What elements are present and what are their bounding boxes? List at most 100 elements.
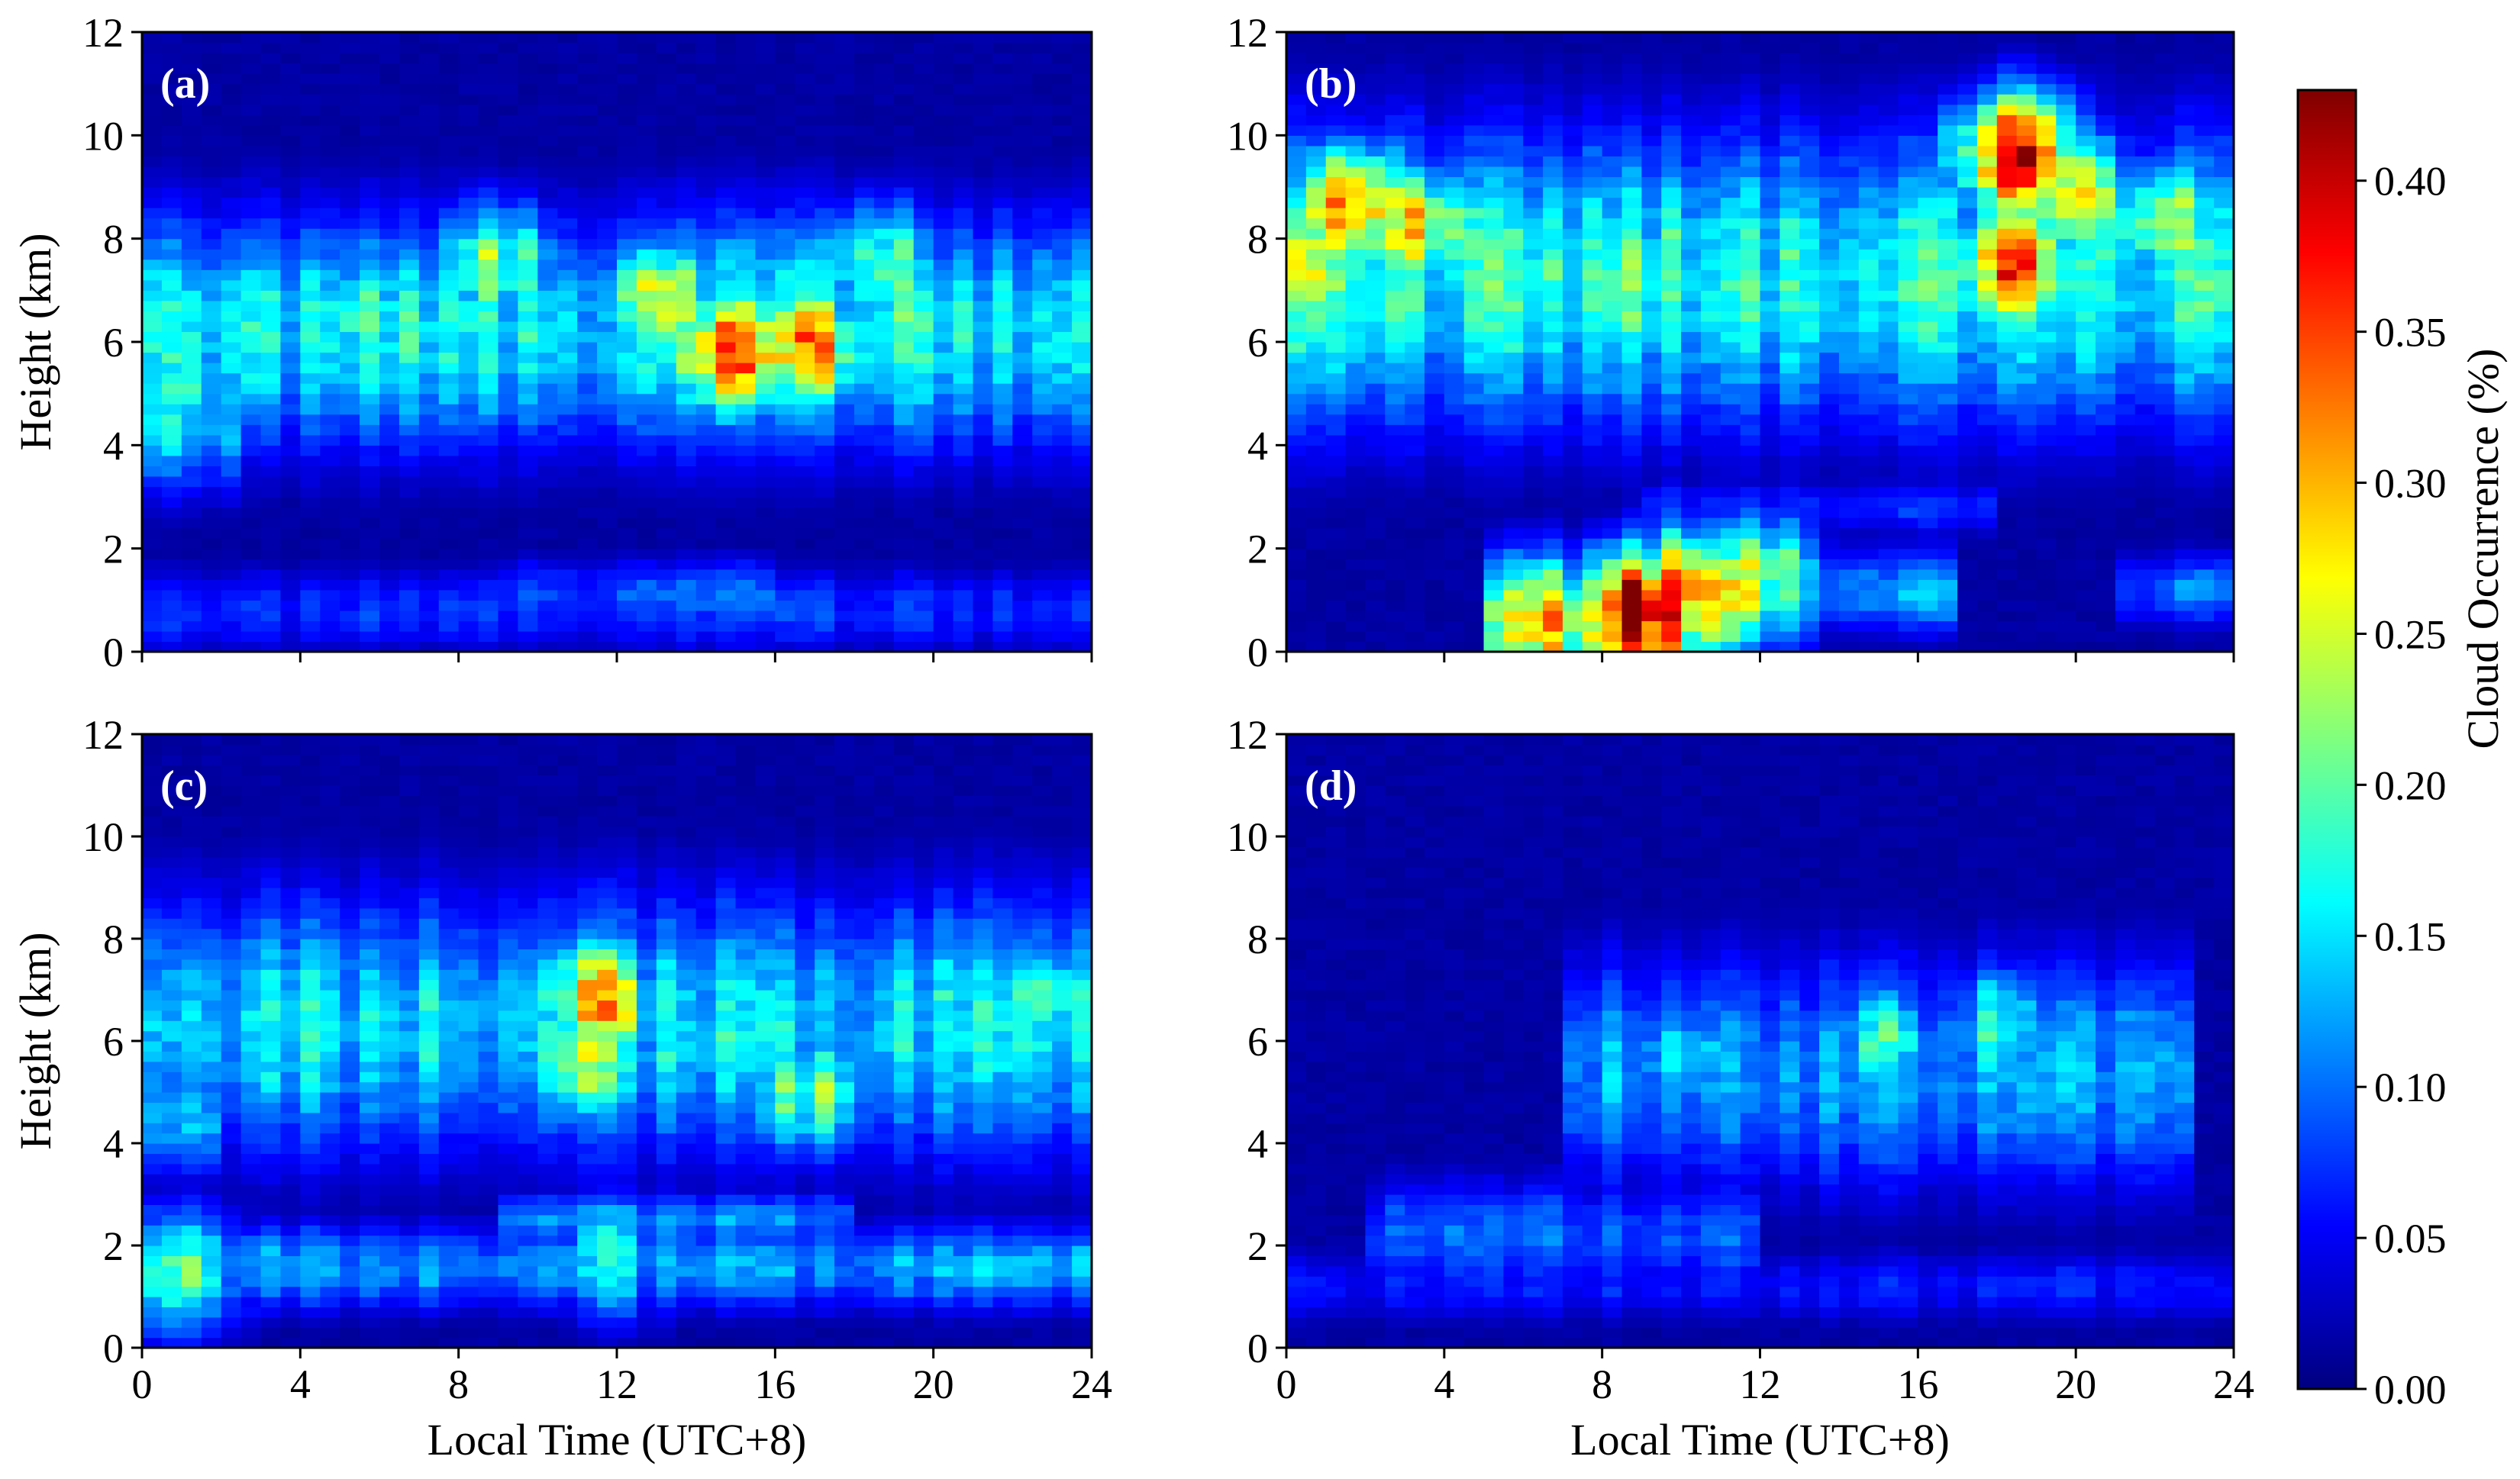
heatmap-cell: [854, 269, 875, 281]
heatmap-cell: [815, 104, 835, 115]
heatmap-cell: [181, 269, 202, 281]
heatmap-cell: [1957, 589, 1978, 601]
heatmap-cell: [1286, 94, 1307, 105]
heatmap-cell: [913, 497, 934, 508]
heatmap-cell: [221, 279, 242, 291]
heatmap-cell: [695, 176, 717, 188]
heatmap-cell: [340, 104, 360, 115]
heatmap-cell: [1543, 342, 1563, 353]
heatmap-cell: [636, 104, 657, 115]
heatmap-cell: [201, 620, 222, 632]
heatmap-cell: [1760, 228, 1780, 240]
heatmap-cell: [142, 228, 163, 240]
heatmap-cell: [1621, 414, 1642, 425]
heatmap-cell: [577, 569, 598, 580]
heatmap-cell: [617, 279, 637, 291]
heatmap-cell: [1562, 94, 1583, 105]
heatmap-cell: [597, 393, 618, 404]
heatmap-cell: [1582, 228, 1603, 240]
heatmap-cell: [973, 228, 994, 240]
heatmap-cell: [1681, 352, 1702, 363]
heatmap-cell: [815, 279, 835, 291]
heatmap-cell: [1405, 269, 1425, 281]
heatmap-cell: [913, 300, 934, 311]
heatmap-cell: [1052, 166, 1073, 178]
heatmap-cell: [1385, 63, 1405, 74]
heatmap-cell: [1305, 269, 1327, 281]
heatmap-cell: [498, 424, 519, 436]
heatmap-cell: [1700, 434, 1721, 446]
heatmap-cell: [854, 507, 875, 518]
heatmap-cell: [240, 176, 262, 188]
heatmap-cell: [1523, 94, 1544, 105]
heatmap-cell: [142, 311, 163, 322]
heatmap-cell: [240, 228, 262, 240]
heatmap-cell: [1365, 321, 1386, 333]
heatmap-cell: [1700, 300, 1721, 311]
heatmap-cell: [1503, 259, 1524, 270]
heatmap-cell: [1838, 610, 1860, 621]
heatmap-cell: [240, 579, 262, 591]
heatmap-cell: [280, 630, 301, 643]
heatmap-cell: [458, 135, 479, 147]
heatmap-cell: [1286, 641, 1307, 652]
heatmap-cell: [1661, 279, 1682, 291]
heatmap-cell: [676, 42, 697, 53]
heatmap-cell: [1720, 249, 1741, 260]
heatmap-cell: [953, 32, 974, 44]
heatmap-cell: [577, 393, 598, 404]
heatmap-cell: [755, 279, 776, 291]
heatmap-cell: [854, 83, 875, 95]
heatmap-cell: [418, 475, 440, 488]
heatmap-cell: [280, 311, 301, 322]
heatmap-cell: [1072, 548, 1092, 559]
heatmap-cell: [1760, 197, 1780, 208]
heatmap-cell: [221, 53, 242, 64]
heatmap-cell: [320, 414, 340, 425]
heatmap-cell: [1345, 527, 1366, 539]
heatmap-cell: [1444, 145, 1465, 156]
heatmap-cell: [1838, 124, 1860, 136]
heatmap-cell: [1582, 548, 1603, 559]
heatmap-cell: [300, 311, 321, 322]
heatmap-cell: [1523, 83, 1544, 95]
heatmap-cell: [398, 342, 420, 353]
heatmap-cell: [1582, 600, 1603, 611]
heatmap-cell: [340, 228, 360, 240]
heatmap-cell: [418, 32, 440, 44]
heatmap-cell: [715, 404, 737, 415]
heatmap-cell: [1523, 559, 1544, 570]
heatmap-cell: [537, 527, 558, 539]
heatmap-cell: [300, 73, 321, 85]
heatmap-cell: [1032, 517, 1053, 529]
heatmap-cell: [478, 279, 499, 291]
heatmap-cell: [181, 569, 202, 580]
heatmap-cell: [933, 104, 954, 115]
heatmap-cell: [1957, 620, 1978, 632]
heatmap-cell: [518, 475, 538, 488]
heatmap-cell: [953, 197, 974, 208]
heatmap-cell: [617, 445, 637, 456]
heatmap-cell: [1052, 641, 1073, 652]
heatmap-cell: [775, 466, 795, 477]
heatmap-cell: [1938, 507, 1958, 518]
heatmap-cell: [695, 414, 717, 425]
heatmap-cell: [1424, 290, 1445, 301]
heatmap-cell: [676, 620, 697, 632]
heatmap-cell: [1523, 53, 1544, 64]
heatmap-cell: [557, 42, 578, 53]
heatmap-cell: [1838, 249, 1860, 260]
heatmap-cell: [973, 208, 994, 219]
heatmap-cell: [1503, 156, 1524, 167]
heatmap-cell: [1641, 497, 1662, 508]
heatmap-cell: [181, 362, 202, 374]
heatmap-cell: [240, 497, 262, 508]
heatmap-cell: [1957, 610, 1978, 621]
heatmap-cell: [1878, 208, 1899, 219]
heatmap-cell: [458, 94, 479, 105]
heatmap-cell: [1562, 548, 1583, 559]
heatmap-cell: [478, 53, 499, 64]
heatmap-cell: [1621, 63, 1642, 74]
heatmap-cell: [755, 475, 776, 488]
heatmap-cell: [1012, 620, 1033, 632]
